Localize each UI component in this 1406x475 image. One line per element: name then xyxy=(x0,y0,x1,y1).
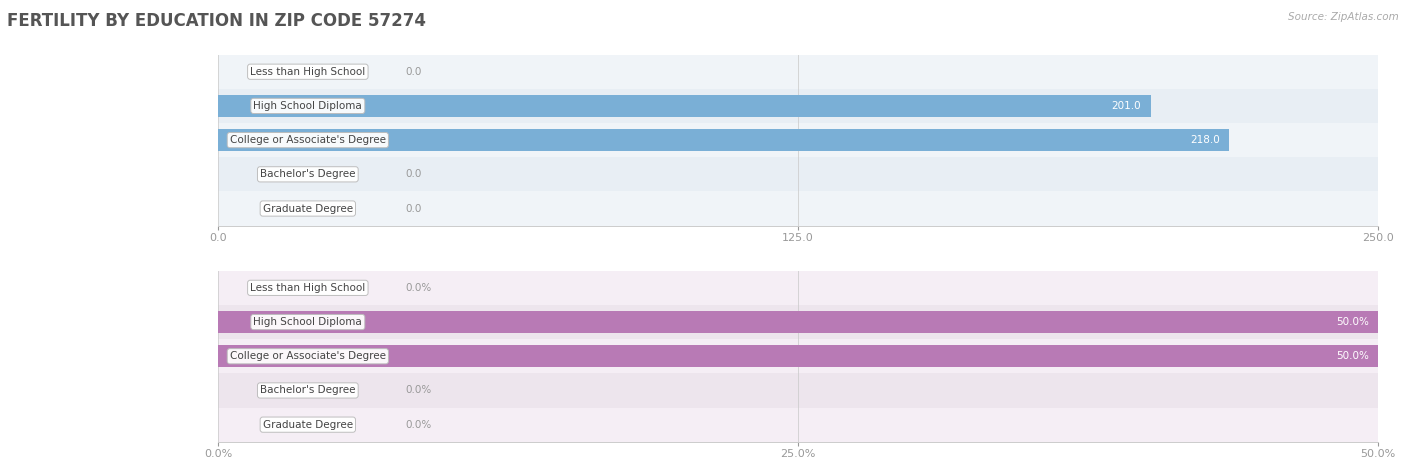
Text: Less than High School: Less than High School xyxy=(250,66,366,77)
Text: Graduate Degree: Graduate Degree xyxy=(263,203,353,214)
Bar xyxy=(218,345,1378,367)
Text: College or Associate's Degree: College or Associate's Degree xyxy=(229,135,385,145)
Text: 50.0%: 50.0% xyxy=(1336,317,1368,327)
Bar xyxy=(218,191,1378,226)
Text: FERTILITY BY EDUCATION IN ZIP CODE 57274: FERTILITY BY EDUCATION IN ZIP CODE 57274 xyxy=(7,12,426,30)
Bar xyxy=(218,311,1378,333)
Bar xyxy=(218,89,1378,123)
Bar xyxy=(218,305,1378,339)
Text: 0.0: 0.0 xyxy=(406,169,422,180)
Text: 0.0%: 0.0% xyxy=(406,419,432,430)
Text: College or Associate's Degree: College or Associate's Degree xyxy=(229,351,385,361)
Text: High School Diploma: High School Diploma xyxy=(253,101,363,111)
Bar xyxy=(218,373,1378,408)
Text: 218.0: 218.0 xyxy=(1191,135,1220,145)
Text: 201.0: 201.0 xyxy=(1112,101,1142,111)
Bar xyxy=(218,129,1229,151)
Text: 0.0: 0.0 xyxy=(406,203,422,214)
Bar xyxy=(218,157,1378,191)
Bar xyxy=(218,123,1378,157)
Text: 50.0%: 50.0% xyxy=(1336,351,1368,361)
Bar xyxy=(218,55,1378,89)
Text: Source: ZipAtlas.com: Source: ZipAtlas.com xyxy=(1288,12,1399,22)
Bar xyxy=(218,271,1378,305)
Bar xyxy=(218,339,1378,373)
Text: Bachelor's Degree: Bachelor's Degree xyxy=(260,385,356,396)
Bar xyxy=(218,95,1150,117)
Text: Bachelor's Degree: Bachelor's Degree xyxy=(260,169,356,180)
Text: Less than High School: Less than High School xyxy=(250,283,366,293)
Text: High School Diploma: High School Diploma xyxy=(253,317,363,327)
Text: Graduate Degree: Graduate Degree xyxy=(263,419,353,430)
Text: 0.0%: 0.0% xyxy=(406,283,432,293)
Text: 0.0%: 0.0% xyxy=(406,385,432,396)
Text: 0.0: 0.0 xyxy=(406,66,422,77)
Bar xyxy=(218,408,1378,442)
